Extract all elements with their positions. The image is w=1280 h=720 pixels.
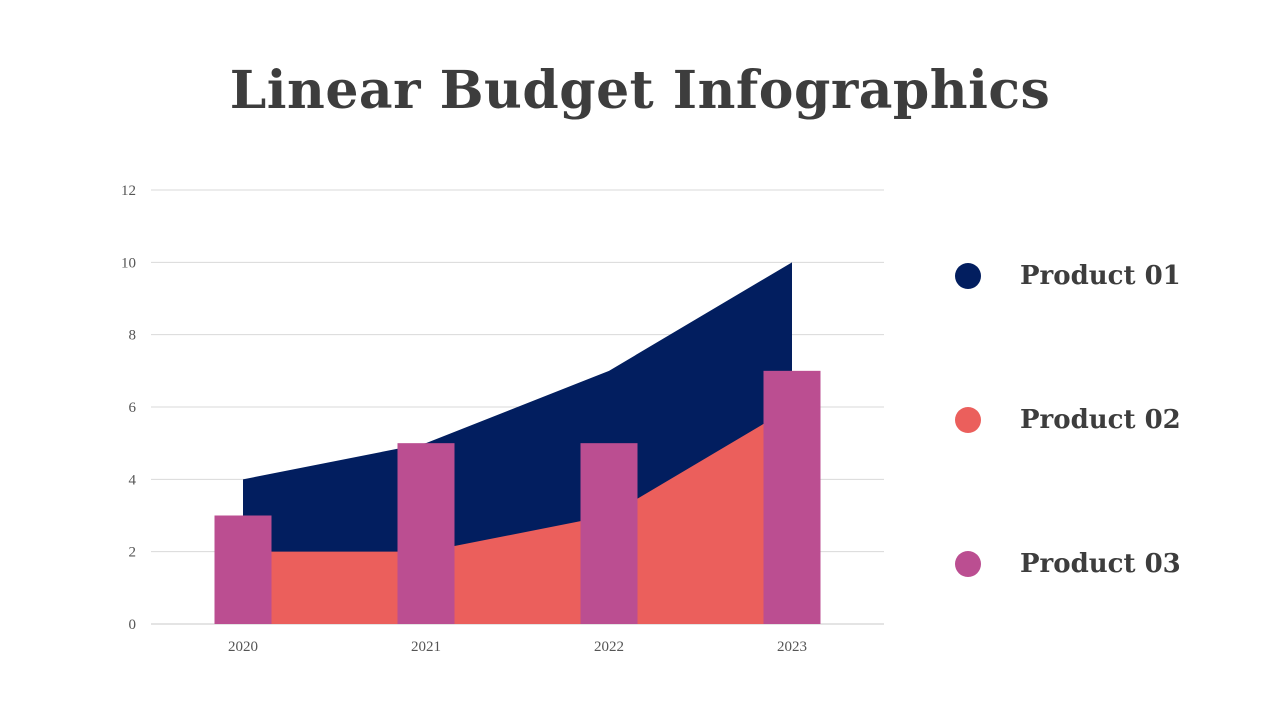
legend: Product 01 Product 02 Product 03 (955, 0, 1255, 720)
bar-product-03-2021 (397, 443, 455, 624)
x-tick-label-2020: 2020 (228, 639, 258, 655)
bar-series (214, 370, 821, 624)
legend-item-product-01: Product 01 (955, 261, 1181, 291)
area-product-02 (243, 407, 792, 624)
bar-product-03-2020 (214, 515, 272, 624)
y-tick-label-4: 4 (129, 472, 137, 488)
x-tick-label-2021: 2021 (411, 639, 441, 655)
y-tick-label-10: 10 (121, 255, 136, 271)
x-tick-label-2023: 2023 (777, 639, 807, 655)
x-tick-label-2022: 2022 (594, 639, 624, 655)
y-axis-ticks: 0 2 4 6 8 10 12 (121, 183, 137, 633)
legend-dot-product-03 (955, 551, 981, 577)
legend-label-product-01: Product 01 (1020, 261, 1181, 291)
y-tick-label-12: 12 (121, 183, 136, 199)
bar-product-03-2022 (580, 443, 638, 624)
legend-item-product-03: Product 03 (955, 549, 1181, 579)
legend-item-product-02: Product 02 (955, 405, 1181, 435)
y-tick-label-6: 6 (129, 400, 137, 416)
legend-dot-product-01 (955, 263, 981, 289)
area-series (243, 262, 792, 624)
legend-label-product-02: Product 02 (1020, 405, 1181, 435)
x-axis-ticks: 2020 2021 2022 2023 (228, 639, 807, 655)
y-tick-label-8: 8 (129, 328, 137, 344)
y-tick-label-2: 2 (129, 545, 137, 561)
legend-label-product-03: Product 03 (1020, 549, 1181, 579)
page-title: Linear Budget Infographics (229, 60, 1051, 121)
legend-dot-product-02 (955, 407, 981, 433)
y-tick-label-0: 0 (129, 617, 137, 633)
bar-product-03-2023 (763, 370, 821, 624)
